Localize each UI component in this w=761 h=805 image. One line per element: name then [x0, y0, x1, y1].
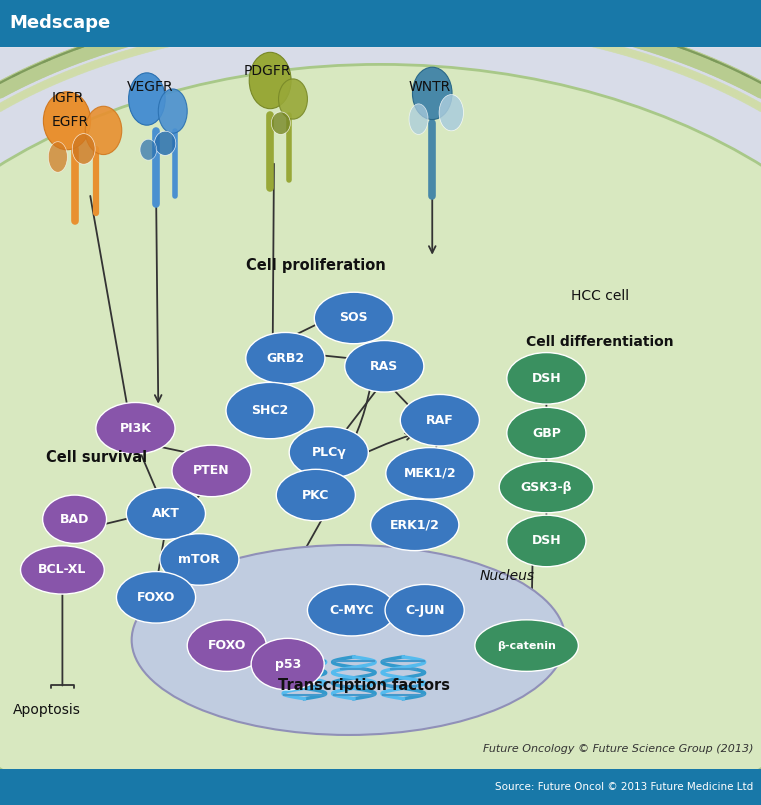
Ellipse shape: [140, 139, 157, 160]
Ellipse shape: [499, 461, 594, 513]
Text: Transcription factors: Transcription factors: [278, 679, 450, 693]
Text: Future Oncology © Future Science Group (2013): Future Oncology © Future Science Group (…: [483, 744, 753, 753]
Ellipse shape: [249, 52, 291, 109]
Text: BCL-XL: BCL-XL: [38, 564, 87, 576]
Text: FOXO: FOXO: [137, 591, 175, 604]
Text: GBP: GBP: [532, 427, 561, 440]
Text: PTEN: PTEN: [193, 464, 230, 477]
Ellipse shape: [251, 638, 324, 690]
Text: WNTR: WNTR: [409, 80, 451, 94]
Ellipse shape: [129, 72, 165, 125]
Ellipse shape: [96, 402, 175, 454]
Ellipse shape: [507, 407, 586, 459]
Ellipse shape: [345, 341, 424, 392]
Text: Source: Future Oncol © 2013 Future Medicine Ltd: Source: Future Oncol © 2013 Future Medic…: [495, 782, 753, 792]
Ellipse shape: [154, 131, 176, 155]
Text: PDGFR: PDGFR: [244, 64, 291, 78]
Text: C-JUN: C-JUN: [405, 604, 444, 617]
Ellipse shape: [172, 445, 251, 497]
Text: MEK1/2: MEK1/2: [403, 467, 457, 480]
Text: SHC2: SHC2: [252, 404, 288, 417]
Ellipse shape: [409, 104, 428, 134]
Text: Nucleus: Nucleus: [479, 568, 534, 583]
Text: DSH: DSH: [532, 372, 561, 385]
Text: BAD: BAD: [60, 513, 89, 526]
Text: mTOR: mTOR: [178, 553, 221, 566]
Ellipse shape: [307, 584, 396, 636]
Text: GRB2: GRB2: [266, 352, 304, 365]
Ellipse shape: [507, 353, 586, 404]
Ellipse shape: [160, 534, 239, 585]
Text: HCC cell: HCC cell: [571, 289, 629, 303]
Text: Cell proliferation: Cell proliferation: [246, 258, 386, 273]
Text: VEGFR: VEGFR: [127, 80, 174, 94]
Text: C-MYC: C-MYC: [330, 604, 374, 617]
Ellipse shape: [439, 95, 463, 130]
Ellipse shape: [72, 134, 95, 164]
Ellipse shape: [43, 495, 107, 543]
Ellipse shape: [271, 112, 290, 134]
Ellipse shape: [116, 572, 196, 623]
Ellipse shape: [507, 515, 586, 567]
Text: β-catenin: β-catenin: [497, 641, 556, 650]
Text: PLCγ: PLCγ: [311, 446, 346, 459]
Ellipse shape: [279, 79, 307, 119]
Text: FOXO: FOXO: [208, 639, 246, 652]
Ellipse shape: [158, 89, 187, 134]
Ellipse shape: [314, 292, 393, 344]
Text: RAS: RAS: [370, 360, 399, 373]
Ellipse shape: [400, 394, 479, 446]
Text: Cell survival: Cell survival: [46, 450, 147, 464]
Ellipse shape: [385, 584, 464, 636]
Ellipse shape: [43, 92, 91, 150]
Ellipse shape: [132, 545, 565, 735]
Text: AKT: AKT: [152, 507, 180, 520]
Ellipse shape: [475, 620, 578, 671]
Ellipse shape: [371, 499, 459, 551]
Ellipse shape: [85, 106, 122, 155]
Text: Cell differentiation: Cell differentiation: [526, 335, 673, 349]
Ellipse shape: [412, 67, 452, 120]
Text: p53: p53: [275, 658, 301, 671]
Ellipse shape: [0, 64, 761, 805]
Ellipse shape: [126, 488, 205, 539]
Ellipse shape: [49, 142, 68, 172]
Text: GSK3-β: GSK3-β: [521, 481, 572, 493]
Text: RAF: RAF: [426, 414, 454, 427]
Text: IGFR: IGFR: [52, 91, 84, 105]
Ellipse shape: [187, 620, 266, 671]
FancyBboxPatch shape: [0, 0, 761, 47]
Text: Medscape: Medscape: [9, 14, 110, 32]
Ellipse shape: [21, 546, 104, 594]
Ellipse shape: [289, 427, 368, 478]
FancyBboxPatch shape: [0, 48, 761, 322]
Ellipse shape: [386, 448, 474, 499]
Text: PI3K: PI3K: [119, 422, 151, 435]
Ellipse shape: [276, 469, 355, 521]
Ellipse shape: [226, 382, 314, 439]
Text: DSH: DSH: [532, 535, 561, 547]
Text: EGFR: EGFR: [52, 115, 89, 130]
FancyBboxPatch shape: [0, 769, 761, 805]
Text: ERK1/2: ERK1/2: [390, 518, 440, 531]
Text: Apoptosis: Apoptosis: [13, 703, 81, 717]
Text: PKC: PKC: [302, 489, 330, 502]
Text: SOS: SOS: [339, 312, 368, 324]
Ellipse shape: [246, 332, 325, 384]
